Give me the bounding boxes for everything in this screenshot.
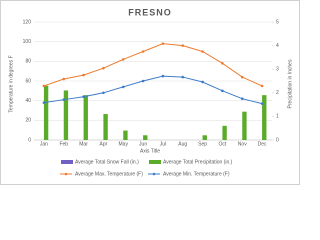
chart-title: FRESNO xyxy=(128,7,172,17)
y-tick-label: 80 xyxy=(25,59,31,65)
point xyxy=(201,50,204,53)
point xyxy=(42,101,46,104)
x-tick-label: Nov xyxy=(238,141,247,147)
x-axis-title: Axis Title xyxy=(140,148,160,154)
point xyxy=(161,74,165,78)
y2-axis-title: Precipitation in Inches xyxy=(287,59,293,108)
point xyxy=(181,75,185,79)
point xyxy=(221,62,224,65)
point xyxy=(121,85,125,89)
point xyxy=(121,58,125,61)
y2-tick-label: 2 xyxy=(276,90,279,96)
legend-label: Average Min. Temperature (F) xyxy=(163,171,230,177)
point xyxy=(201,80,204,84)
point xyxy=(42,84,46,88)
point xyxy=(260,84,264,88)
y2-tick-label: 4 xyxy=(276,43,279,49)
x-tick-label: Jan xyxy=(40,141,48,147)
bar xyxy=(83,95,88,140)
point xyxy=(102,66,105,70)
point xyxy=(141,79,145,83)
legend-marker xyxy=(64,172,68,176)
x-tick-label: Jun xyxy=(139,141,147,147)
y-tick-label: 20 xyxy=(25,118,31,124)
y-tick-label: 40 xyxy=(25,98,31,104)
bar xyxy=(242,111,247,140)
y2-tick-label: 0 xyxy=(276,137,279,143)
point xyxy=(62,98,66,101)
point xyxy=(82,73,85,77)
y-axis-title: Temperature in degrees F xyxy=(8,55,14,112)
bar xyxy=(222,125,227,140)
x-tick-label: Dec xyxy=(258,141,267,147)
x-tick-label: Feb xyxy=(59,141,68,147)
y2-tick-label: 5 xyxy=(276,19,279,25)
legend-label: Average Total Precipitation (in.) xyxy=(163,159,233,165)
y-tick-label: 120 xyxy=(23,19,32,25)
point xyxy=(181,44,185,47)
point xyxy=(221,89,224,93)
y2-tick-label: 3 xyxy=(276,67,279,73)
point xyxy=(102,91,105,95)
point xyxy=(141,50,145,53)
bar xyxy=(143,135,148,140)
bar xyxy=(262,95,267,140)
y-tick-label: 0 xyxy=(28,137,31,143)
point xyxy=(161,42,165,45)
point xyxy=(240,97,244,100)
point xyxy=(82,95,85,99)
chart: FRESNO Axis Title Temperature in degrees… xyxy=(0,0,300,185)
x-tick-label: May xyxy=(119,141,129,147)
bar xyxy=(103,114,108,140)
x-tick-label: Oct xyxy=(219,141,227,147)
y-tick-label: 60 xyxy=(25,78,31,84)
x-tick-label: Jul xyxy=(160,141,166,147)
legend-marker xyxy=(152,172,156,176)
x-tick-label: Aug xyxy=(178,141,187,147)
line xyxy=(43,75,263,105)
x-tick-label: Apr xyxy=(100,141,108,147)
point xyxy=(260,102,264,105)
y2-tick-label: 1 xyxy=(276,114,279,120)
legend-swatch xyxy=(149,160,161,164)
line xyxy=(43,43,263,87)
bar xyxy=(202,135,207,140)
legend-swatch xyxy=(61,160,73,164)
bar xyxy=(43,85,49,140)
y-tick-label: 100 xyxy=(23,39,32,45)
legend-label: Average Max. Temperature (F) xyxy=(75,171,143,177)
bar xyxy=(63,90,69,140)
chart-border xyxy=(0,0,300,185)
point xyxy=(62,77,66,81)
x-tick-label: Mar xyxy=(79,141,88,147)
bar xyxy=(123,130,128,140)
legend-label: Average Total Snow Fall (in.) xyxy=(75,159,139,165)
x-tick-label: Sep xyxy=(198,141,207,147)
point xyxy=(240,75,244,79)
